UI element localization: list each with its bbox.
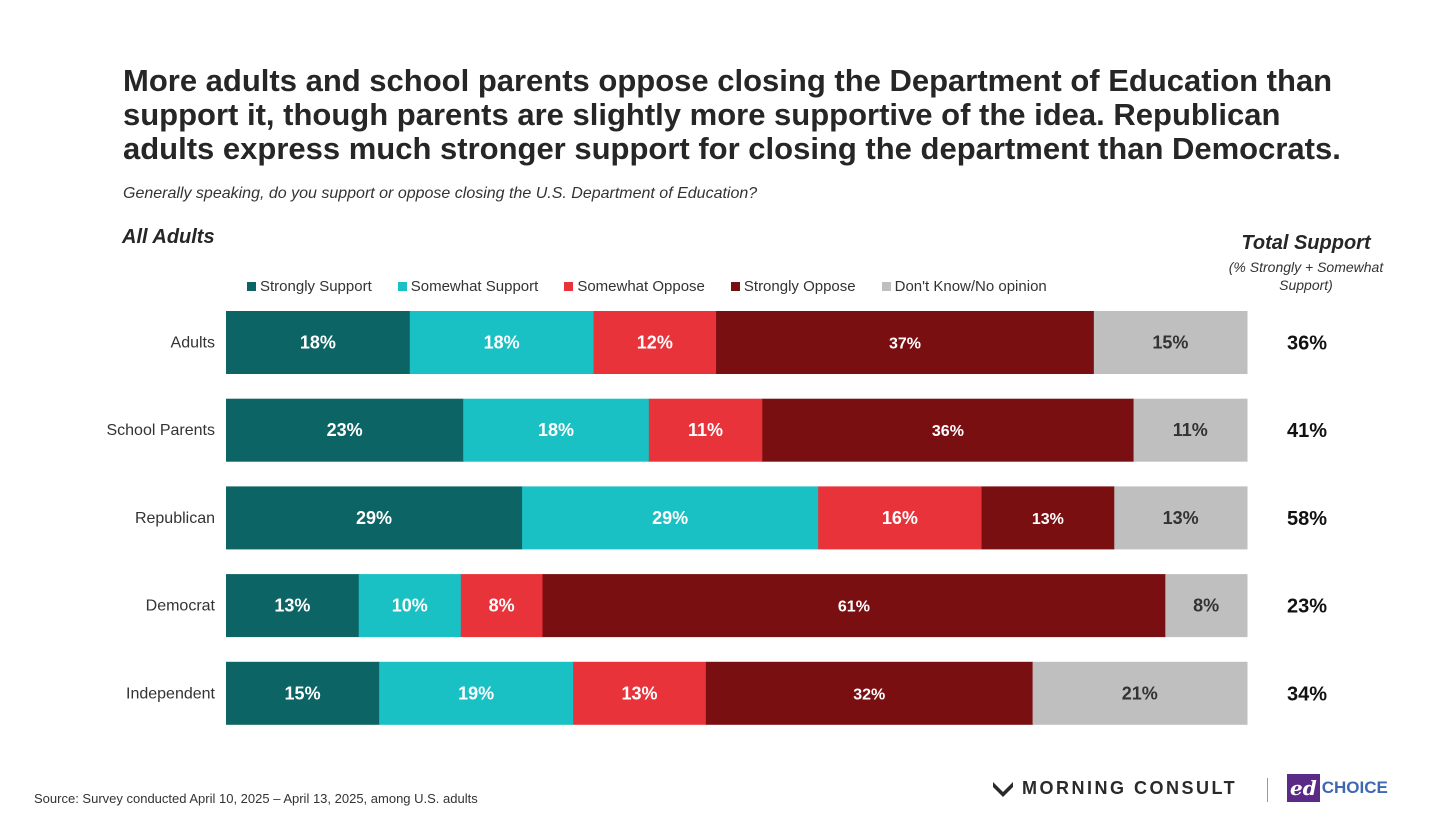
total-support-value: 34% [1287, 683, 1327, 705]
bar-segment [460, 574, 544, 638]
bar-segment [226, 398, 464, 462]
total-support-header: Total Support (% Strongly + Somewhat Sup… [1216, 232, 1396, 294]
data-label: 8% [489, 596, 515, 616]
total-support-value: 36% [1287, 333, 1327, 355]
legend-label: Strongly Support [260, 278, 372, 295]
data-label: 12% [637, 333, 673, 353]
category-label: School Parents [106, 422, 215, 439]
total-support-value: 23% [1287, 596, 1327, 618]
chart-legend: Strongly Support Somewhat Support Somewhat… [247, 278, 1073, 295]
data-label: 21% [1122, 683, 1158, 703]
total-support-value: 41% [1287, 420, 1327, 442]
bar-segment [762, 398, 1135, 462]
data-label: 13% [1163, 508, 1199, 528]
data-label: 29% [652, 508, 688, 528]
bar-segment [705, 661, 1034, 725]
bar-segment [522, 486, 819, 550]
logo-divider [1267, 778, 1268, 802]
legend-item: Somewhat Support [397, 278, 539, 295]
data-label: 13% [621, 683, 657, 703]
bar-segment [226, 311, 411, 374]
bar-segment [409, 311, 595, 374]
legend-label: Somewhat Oppose [577, 278, 705, 295]
bar-segment [226, 661, 380, 725]
legend-item: Somewhat Oppose [564, 278, 705, 295]
data-label: 13% [274, 596, 310, 616]
bar-segment [379, 661, 574, 725]
legend-item: Strongly Support [247, 278, 372, 295]
bar-segment [226, 486, 523, 550]
data-label: 23% [327, 420, 363, 440]
data-label: 32% [853, 686, 885, 703]
legend-swatch [730, 282, 740, 291]
bar-segment [1133, 398, 1248, 462]
edchoice-wordmark: CHOICE [1321, 778, 1388, 797]
data-label: 36% [932, 423, 964, 440]
total-support-title: Total Support [1241, 232, 1371, 254]
bar-segment [1114, 486, 1248, 550]
legend-label: Strongly Oppose [743, 278, 856, 295]
category-label: Adults [171, 335, 215, 352]
legend-item: Strongly Oppose [730, 278, 856, 295]
legend-label: Somewhat Support [410, 278, 539, 295]
bar-segment [226, 574, 360, 638]
chart-subtitle: Generally speaking, do you support or op… [123, 185, 758, 202]
bar-segment [648, 398, 763, 462]
bar-segment [542, 574, 1166, 638]
morning-consult-logo: MORNING CONSULT [992, 778, 1237, 799]
data-label: 10% [392, 596, 428, 616]
edchoice-mark: ed [1287, 774, 1320, 802]
edchoice-logo: ed CHOICE [1287, 774, 1388, 802]
data-label: 11% [1173, 420, 1208, 440]
section-label: All Adults [122, 226, 215, 248]
total-support-value: 58% [1287, 508, 1327, 530]
data-label: 37% [889, 336, 921, 353]
legend-item: Don't Know/No opinion [881, 278, 1047, 295]
data-label: 11% [688, 420, 723, 440]
data-label: 19% [458, 683, 494, 703]
data-label: 15% [1152, 333, 1188, 353]
category-label: Independent [126, 685, 216, 702]
data-label: 29% [356, 508, 392, 528]
bar-segment [358, 574, 462, 638]
bar-segment [716, 311, 1095, 374]
bar-segment [1032, 661, 1248, 725]
data-label: 18% [300, 333, 336, 353]
legend-swatch [247, 282, 256, 291]
bar-segment [981, 486, 1115, 550]
category-label: Democrat [146, 598, 216, 615]
data-label: 16% [882, 508, 918, 528]
data-label: 18% [484, 333, 520, 353]
source-note: Source: Survey conducted April 10, 2025 … [34, 791, 478, 806]
legend-swatch [397, 282, 407, 291]
data-label: 15% [285, 683, 321, 703]
total-support-subtitle: (% Strongly + Somewhat Support) [1228, 259, 1384, 293]
legend-swatch [564, 282, 574, 291]
bar-segment [1093, 311, 1248, 374]
morning-consult-wordmark: MORNING CONSULT [1022, 778, 1238, 798]
category-label: Republican [135, 510, 215, 527]
chart-title: More adults and school parents oppose cl… [123, 63, 1341, 166]
legend-swatch [881, 282, 891, 291]
legend-label: Don't Know/No opinion [894, 278, 1047, 295]
bar-segment [573, 661, 707, 725]
bar-segment [1165, 574, 1248, 638]
data-label: 8% [1193, 596, 1219, 616]
bar-segment [593, 311, 717, 374]
bar-segment [818, 486, 983, 550]
bar-segment [463, 398, 650, 462]
data-label: 61% [838, 599, 870, 616]
data-label: 13% [1032, 511, 1064, 528]
data-label: 18% [538, 420, 574, 440]
morning-consult-mark-icon [993, 781, 1013, 797]
